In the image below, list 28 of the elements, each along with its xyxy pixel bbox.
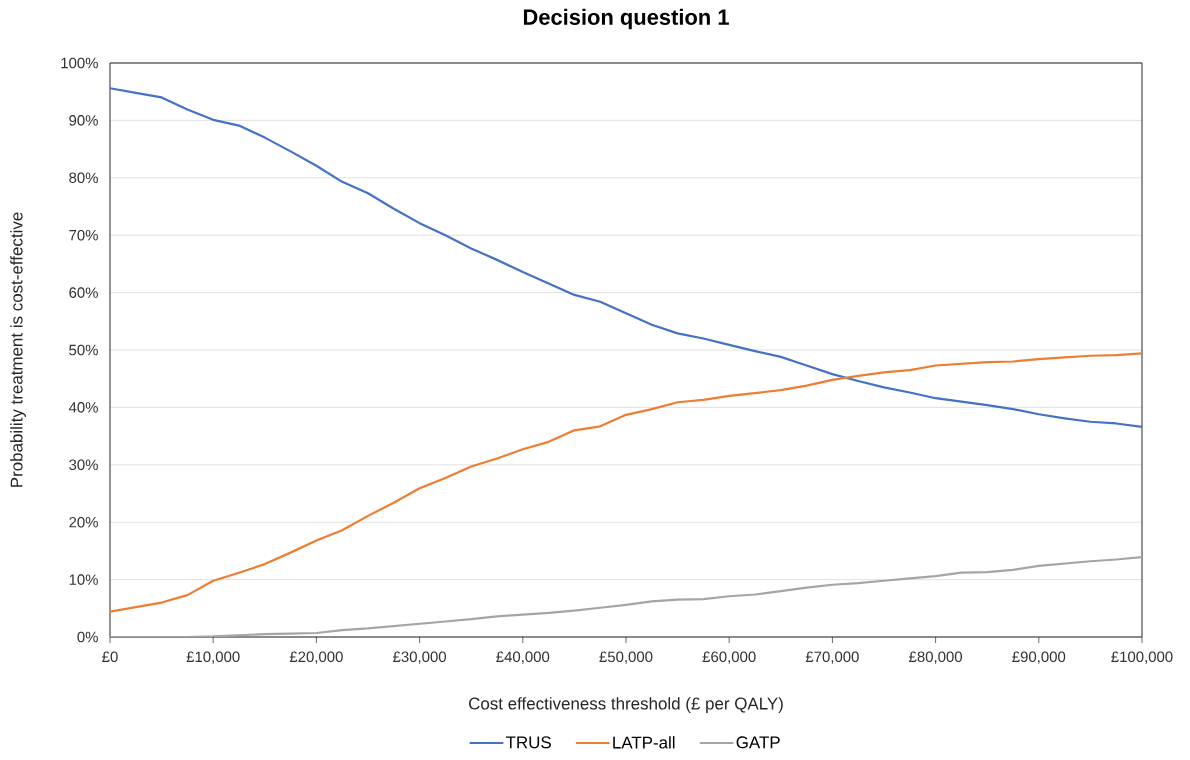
y-tick-label: 20% [69, 516, 98, 528]
x-tick-label: £0 [102, 651, 118, 663]
y-tick-label: 80% [69, 172, 98, 184]
x-tick-label: £40,000 [496, 651, 550, 664]
x-tick-label: £90,000 [1012, 651, 1066, 664]
y-tick-label: 90% [69, 115, 98, 126]
x-tick-label: £70,000 [805, 651, 859, 664]
legend-label: TRUS [505, 736, 551, 749]
x-tick-label: £10,000 [186, 651, 240, 664]
x-tick-label: £60,000 [702, 651, 756, 664]
x-tick-label: £80,000 [909, 651, 963, 664]
y-tick-label: 40% [68, 402, 98, 413]
legend-label: LATP-all [613, 736, 675, 749]
y-tick-label: 70% [69, 229, 98, 241]
y-tick-label: 30% [69, 459, 98, 471]
x-tick-label: £50,000 [599, 651, 653, 664]
y-tick-label: 50% [69, 344, 98, 356]
chart-title: Decision question 1 [523, 8, 729, 30]
y-tick-label: 0% [77, 631, 98, 643]
x-tick-label: £100,000 [1111, 651, 1173, 664]
y-tick-label: 100% [61, 57, 98, 69]
y-tick-label: 10% [69, 574, 98, 585]
x-axis-title: Cost effectiveness threshold (£ per QALY) [469, 697, 783, 713]
y-tick-label: 60% [69, 287, 98, 298]
legend-label: GATP [736, 736, 780, 749]
y-axis-title: Probability treatment is cost-effective [10, 212, 26, 487]
x-tick-label: £30,000 [393, 651, 447, 664]
x-tick-label: £20,000 [289, 651, 343, 664]
